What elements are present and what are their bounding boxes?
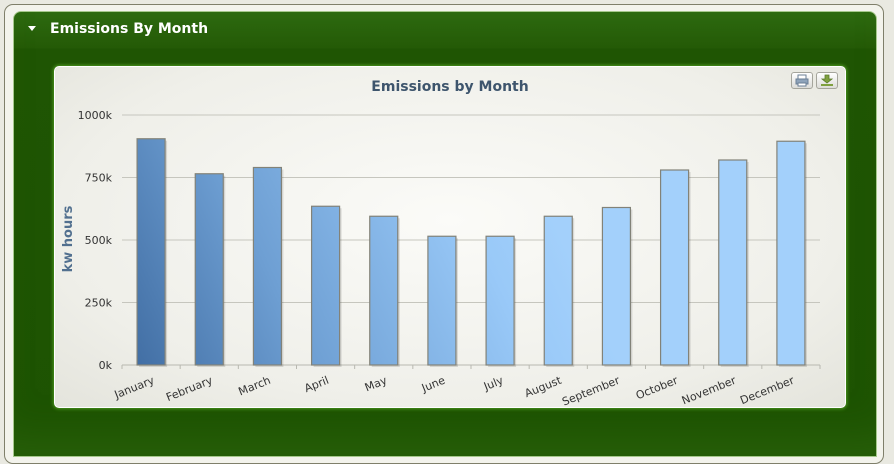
x-tick-label: July — [481, 374, 506, 394]
collapse-toggle-icon[interactable] — [28, 26, 36, 31]
bar-june — [427, 235, 457, 366]
bar-layer — [136, 138, 807, 367]
bar-september — [601, 206, 632, 366]
x-tick-label: February — [164, 374, 215, 404]
grid-layer — [121, 114, 821, 369]
bar-january — [136, 138, 166, 366]
x-tick-label: November — [680, 374, 738, 407]
bar-march — [252, 166, 283, 366]
x-tick-label: August — [523, 373, 564, 400]
x-tick-label: March — [237, 374, 273, 399]
x-tick-label: December — [738, 374, 796, 407]
y-tick-label: 0k — [99, 359, 113, 372]
bar-november — [718, 159, 748, 366]
chart-container: 0k 250k 500k 750k 1000k January February March A… — [54, 66, 846, 408]
export-button[interactable] — [816, 72, 838, 89]
chart-title: Emissions by Month — [371, 79, 528, 95]
x-tick-label: January — [112, 374, 157, 402]
y-tick-label: 1000k — [78, 109, 113, 122]
panel-title: Emissions By Month — [50, 21, 209, 37]
y-tick-label: 500k — [85, 234, 113, 247]
download-icon — [820, 74, 834, 86]
y-tick-label: 250k — [85, 297, 113, 310]
bar-october — [659, 169, 690, 366]
bar-august — [543, 215, 573, 366]
x-tick-label: September — [560, 374, 622, 407]
chart-svg: 0k 250k 500k 750k 1000k January February March A… — [61, 79, 821, 407]
emissions-panel: Emissions By Month 0k 250k 500k 750k 1000k Ja… — [13, 11, 877, 457]
x-tick-label: April — [303, 374, 331, 395]
y-tick-label: 750k — [85, 172, 113, 185]
bar-may — [369, 215, 399, 366]
x-tick-label: October — [634, 374, 680, 403]
print-button[interactable] — [791, 72, 813, 89]
y-axis-label: kw hours — [61, 205, 76, 272]
bar-december — [776, 140, 806, 366]
bar-april — [310, 205, 341, 366]
panel-header[interactable]: Emissions By Month — [14, 12, 876, 49]
bar-july — [485, 235, 515, 366]
bar-february — [194, 173, 224, 366]
x-tick-label: May — [363, 374, 389, 395]
x-tick-label: June — [419, 374, 447, 395]
printer-icon — [795, 74, 809, 87]
